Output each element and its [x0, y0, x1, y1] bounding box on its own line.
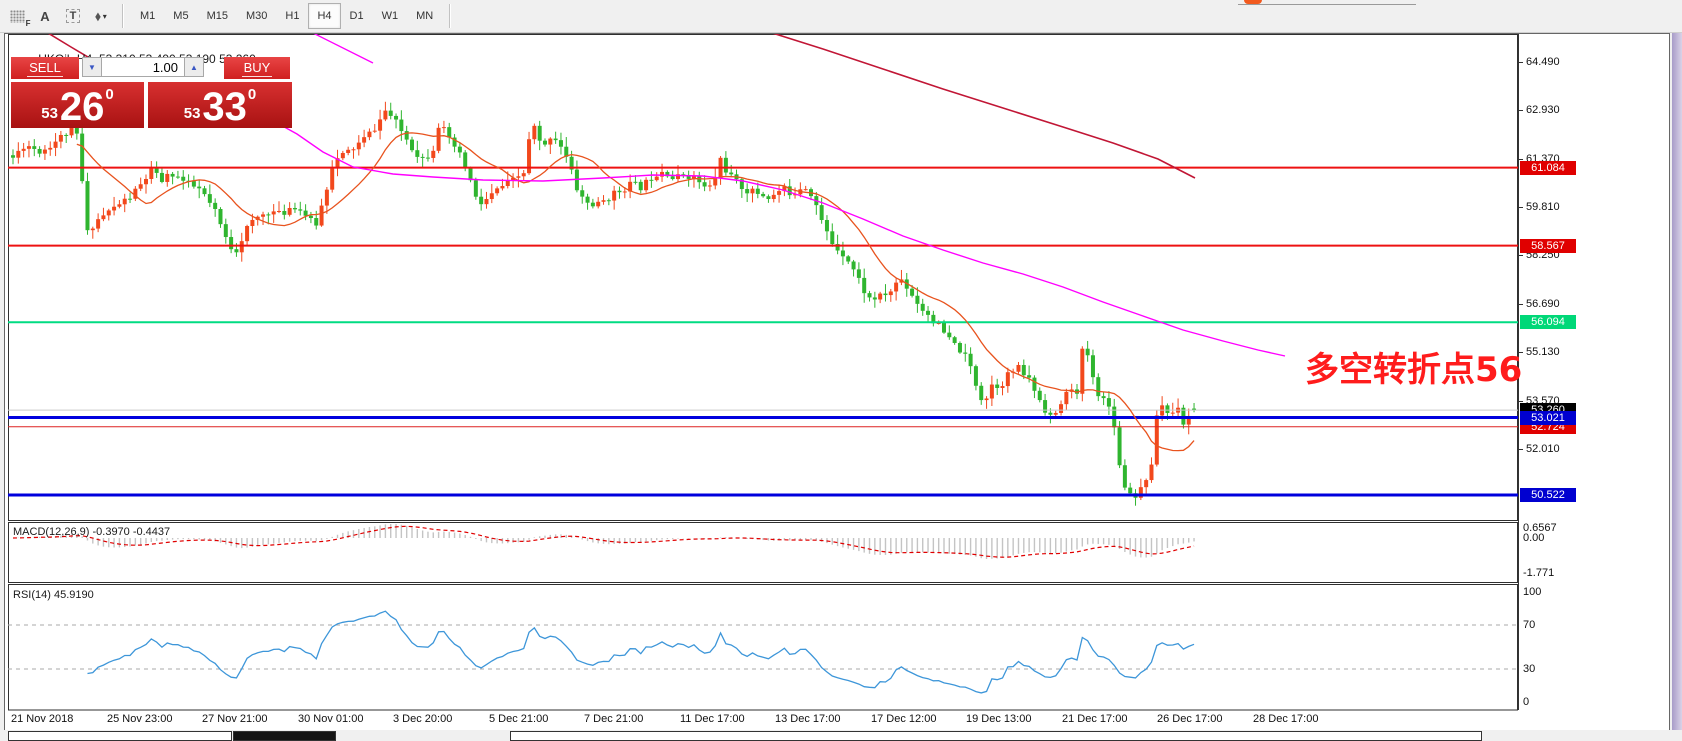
axis-tick-mark	[1519, 448, 1523, 450]
price-chart[interactable]	[8, 34, 1518, 711]
toolbar-separator	[449, 4, 452, 28]
cutoff-panel-box	[510, 731, 1482, 741]
time-tick-label: 13 Dec 17:00	[775, 713, 841, 725]
price-level-badge: 56.094	[1520, 315, 1576, 330]
text-label-icon[interactable]: A	[40, 8, 50, 24]
rsi-label: RSI(14) 45.9190	[13, 589, 94, 601]
timeframe-h4[interactable]: H4	[308, 3, 341, 29]
price-level-badge: 50.522	[1520, 488, 1576, 502]
cutoff-orange-icon	[1244, 0, 1262, 4]
price-level-badge: 53.021	[1520, 410, 1576, 425]
buy-price-display[interactable]: 53 33 0	[148, 82, 292, 128]
time-axis[interactable]: 21 Nov 2018 25 Nov 23:00 27 Nov 21:00 30 No…	[8, 711, 1518, 730]
price-tick-label: 59.810	[1526, 201, 1560, 214]
indicator-grid-icon[interactable]: F	[5, 4, 31, 28]
volume-input[interactable]	[102, 57, 184, 77]
cutoff-toolbar-fragment	[1238, 0, 1416, 5]
time-tick-label: 28 Dec 17:00	[1253, 713, 1319, 725]
price-axis[interactable]: 64.490 62.930 61.370 59.810 58.250 56.690 55.1…	[1518, 34, 1669, 710]
rsi-scale-label: 100	[1523, 586, 1542, 598]
sell-price-display[interactable]: 53 26 0	[11, 82, 144, 128]
cutoff-panel-box	[233, 731, 336, 741]
volume-decrease-button[interactable]: ▼	[82, 57, 102, 77]
rsi-value: 45.9190	[53, 589, 94, 601]
cutoff-panel-box	[8, 731, 232, 741]
price-level-badge: 58.567	[1520, 238, 1576, 253]
price-tick-label: 64.490	[1526, 56, 1560, 68]
timeframe-h1[interactable]: H1	[285, 10, 300, 22]
sell-button[interactable]: SELL	[11, 57, 79, 79]
timeframe-m5[interactable]: M5	[173, 10, 189, 22]
macd-values: -0.3970 -0.4437	[92, 526, 171, 538]
time-tick-label: 21 Dec 17:00	[1062, 713, 1128, 725]
timeframe-d1[interactable]: D1	[349, 10, 364, 22]
axis-tick-mark	[1519, 110, 1523, 112]
macd-label: MACD(12,26,9) -0.3970 -0.4437	[13, 526, 171, 538]
shapes-icon[interactable]: ⬧ ▾	[95, 8, 107, 23]
time-tick-label: 3 Dec 20:00	[393, 713, 453, 725]
macd-scale-label: -1.771	[1523, 567, 1555, 579]
axis-tick-mark	[1519, 62, 1523, 63]
vertical-scrollbar[interactable]	[1672, 33, 1682, 738]
rsi-scale-label: 70	[1523, 619, 1536, 631]
chart-window: ▲UKOil-,H4 53.310 53.490 53.190 53.260 S…	[4, 33, 1670, 732]
timeframe-mn[interactable]: MN	[416, 10, 434, 22]
time-tick-label: 30 Nov 01:00	[298, 713, 364, 725]
time-tick-label: 5 Dec 21:00	[489, 713, 549, 725]
time-tick-label: 26 Dec 17:00	[1157, 713, 1223, 725]
axis-tick-mark	[1519, 158, 1523, 160]
chart-annotation-text: 多空转折点56	[1305, 350, 1523, 390]
rsi-scale-label: 0	[1523, 696, 1530, 708]
time-tick-label: 19 Dec 13:00	[966, 713, 1032, 725]
time-tick-label: 27 Nov 21:00	[202, 713, 268, 725]
toolbar-separator	[122, 4, 124, 28]
time-tick-label: 17 Dec 12:00	[871, 713, 937, 725]
timeframe-group: M1 M5 M15 M30 H1 H4 D1 W1 MN	[131, 3, 442, 29]
price-tick-label: 62.930	[1526, 104, 1560, 117]
toolbar: F A T ⬧ ▾ M1 M5 M15 M30 H1 H4 D1 W1 MN	[0, 0, 1682, 33]
volume-increase-button[interactable]: ▲	[184, 57, 204, 77]
time-tick-label: 7 Dec 21:00	[584, 713, 644, 725]
time-tick-label: 25 Nov 23:00	[107, 713, 173, 725]
buy-button[interactable]: BUY	[224, 57, 290, 79]
macd-scale-label: 0.00	[1523, 532, 1545, 544]
price-tick-label: 56.690	[1526, 297, 1560, 310]
timeframe-w1[interactable]: W1	[381, 10, 399, 22]
chevron-down-icon: ▾	[102, 11, 107, 21]
time-tick-label: 11 Dec 17:00	[680, 713, 745, 725]
macd-scale-label: 0.6567	[1523, 522, 1557, 534]
axis-tick-mark	[1519, 255, 1523, 257]
timeframe-m15[interactable]: M15	[206, 10, 228, 22]
price-tick-label: 52.010	[1526, 442, 1560, 455]
text-box-icon[interactable]: T	[61, 4, 85, 28]
rsi-scale-label: 30	[1523, 663, 1536, 675]
axis-tick-mark	[1519, 303, 1523, 305]
time-tick-label: 21 Nov 2018	[11, 713, 74, 725]
axis-tick-mark	[1519, 207, 1523, 209]
bottom-cutoff-strip	[0, 730, 1682, 741]
axis-tick-mark	[1519, 400, 1523, 402]
timeframe-m1[interactable]: M1	[140, 10, 156, 22]
price-tick-label: 55.130	[1526, 346, 1560, 359]
axis-tick-mark	[1519, 352, 1523, 354]
price-level-badge: 61.084	[1520, 160, 1576, 175]
timeframe-m30[interactable]: M30	[245, 10, 268, 22]
